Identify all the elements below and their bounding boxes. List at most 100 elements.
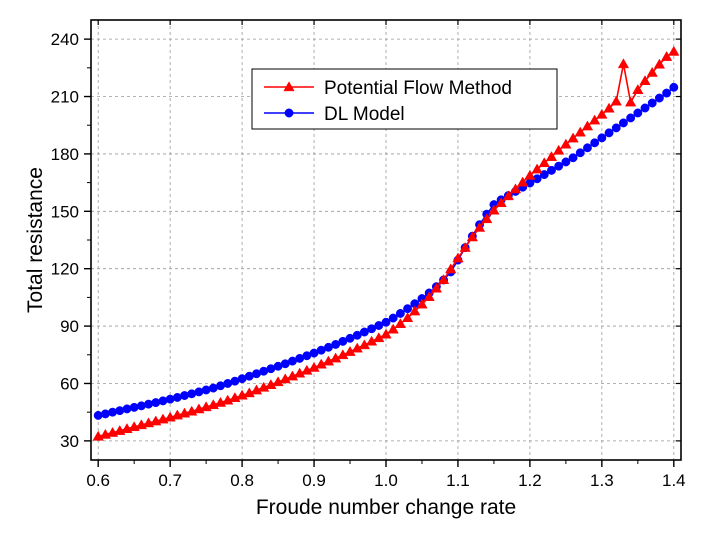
circle-marker xyxy=(547,165,556,175)
circle-marker xyxy=(618,118,628,128)
circle-marker xyxy=(590,138,600,148)
triangle-marker xyxy=(517,176,529,187)
triangle-marker xyxy=(617,58,630,69)
triangle-marker xyxy=(243,387,255,398)
series-dl-model xyxy=(93,82,679,420)
circle-marker xyxy=(654,93,664,103)
triangle-marker xyxy=(416,298,428,309)
circle-marker xyxy=(284,108,294,118)
circle-marker xyxy=(640,103,650,113)
triangle-marker xyxy=(524,169,536,180)
y-tick-label: 60 xyxy=(60,374,79,393)
circle-marker xyxy=(144,399,154,409)
circle-marker xyxy=(108,407,118,417)
triangle-marker xyxy=(473,221,486,232)
triangle-marker xyxy=(437,274,450,284)
triangle-marker xyxy=(639,75,651,85)
x-tick-label: 1.0 xyxy=(374,471,398,490)
triangle-marker xyxy=(430,282,442,293)
circle-marker xyxy=(395,309,405,318)
x-tick-label: 1.4 xyxy=(662,471,686,490)
x-tick-label: 0.6 xyxy=(86,471,110,490)
circle-marker xyxy=(626,113,636,123)
triangle-marker xyxy=(387,323,399,334)
triangle-marker xyxy=(668,45,680,56)
series-layer xyxy=(92,45,680,441)
triangle-marker xyxy=(495,197,507,208)
axes: 0.6 0.7 0.8 0.9 1.0 1.1 1.2 1.3 1.4 30 60 90 120 150 1… xyxy=(51,20,686,490)
legend-item: DL Model xyxy=(264,104,405,125)
x-tick-label: 1.3 xyxy=(590,471,614,490)
triangle-marker xyxy=(258,381,270,392)
triangle-marker xyxy=(294,367,306,378)
circle-marker xyxy=(129,402,139,412)
circle-marker xyxy=(633,108,643,118)
triangle-marker xyxy=(459,241,471,252)
triangle-marker xyxy=(589,114,601,125)
triangle-marker xyxy=(394,318,407,328)
circle-marker xyxy=(647,98,657,108)
triangle-marker xyxy=(488,204,500,215)
triangle-marker xyxy=(445,263,457,274)
triangle-marker xyxy=(625,96,637,107)
circle-marker xyxy=(597,133,607,143)
triangle-marker xyxy=(401,312,414,323)
triangle-marker xyxy=(545,151,558,161)
triangle-marker xyxy=(646,66,658,77)
triangle-marker xyxy=(286,370,299,381)
triangle-marker xyxy=(272,376,284,387)
triangle-marker xyxy=(380,328,392,339)
triangle-marker xyxy=(603,102,615,113)
y-tick-label: 120 xyxy=(51,260,79,279)
triangle-marker xyxy=(531,163,543,174)
triangle-marker xyxy=(567,132,579,143)
y-tick-label: 180 xyxy=(51,145,79,164)
triangle-marker xyxy=(423,291,435,301)
legend-item: Potential Flow Method xyxy=(264,78,512,99)
triangle-marker xyxy=(481,213,493,224)
triangle-marker xyxy=(653,58,666,69)
circle-marker xyxy=(568,153,578,163)
circle-marker xyxy=(388,313,398,323)
x-tick-label: 0.8 xyxy=(230,471,254,490)
circle-marker xyxy=(561,157,571,167)
triangle-marker xyxy=(250,384,263,395)
x-tick-label: 0.7 xyxy=(158,471,182,490)
y-tick-label: 30 xyxy=(60,432,79,451)
circle-marker xyxy=(381,317,391,327)
triangle-marker xyxy=(279,373,291,384)
circle-marker xyxy=(93,410,103,420)
y-tick-label: 240 xyxy=(51,30,79,49)
legend-items: Potential Flow Method DL Model xyxy=(264,78,512,125)
triangle-marker xyxy=(452,252,464,263)
x-tick-label: 1.2 xyxy=(518,471,542,490)
series-potential-flow-method xyxy=(92,45,680,441)
legend-box xyxy=(251,68,558,130)
triangle-marker xyxy=(560,138,572,149)
y-tick-label: 150 xyxy=(51,202,79,221)
x-tick-label: 0.9 xyxy=(302,471,326,490)
triangle-marker xyxy=(409,305,421,316)
legend: Potential Flow Method DL Model xyxy=(251,68,558,130)
triangle-marker xyxy=(509,183,522,194)
triangle-marker xyxy=(596,108,608,119)
triangle-marker xyxy=(283,81,295,92)
y-tick-label: 210 xyxy=(51,88,79,107)
triangle-marker xyxy=(660,51,673,61)
circle-marker xyxy=(554,161,564,171)
legend-label: Potential Flow Method xyxy=(324,78,512,99)
triangle-marker xyxy=(553,144,565,155)
circle-marker xyxy=(403,304,413,314)
circle-marker xyxy=(575,148,585,158)
x-axis-title: Froude number change rate xyxy=(256,496,516,519)
circle-marker xyxy=(122,404,132,414)
triangle-marker xyxy=(632,84,644,94)
circle-marker xyxy=(662,88,672,98)
triangle-marker xyxy=(574,126,586,137)
triangle-marker xyxy=(538,157,550,168)
y-axis-title: Total resistance xyxy=(24,167,47,313)
triangle-marker xyxy=(502,190,514,201)
circle-marker xyxy=(604,128,614,138)
